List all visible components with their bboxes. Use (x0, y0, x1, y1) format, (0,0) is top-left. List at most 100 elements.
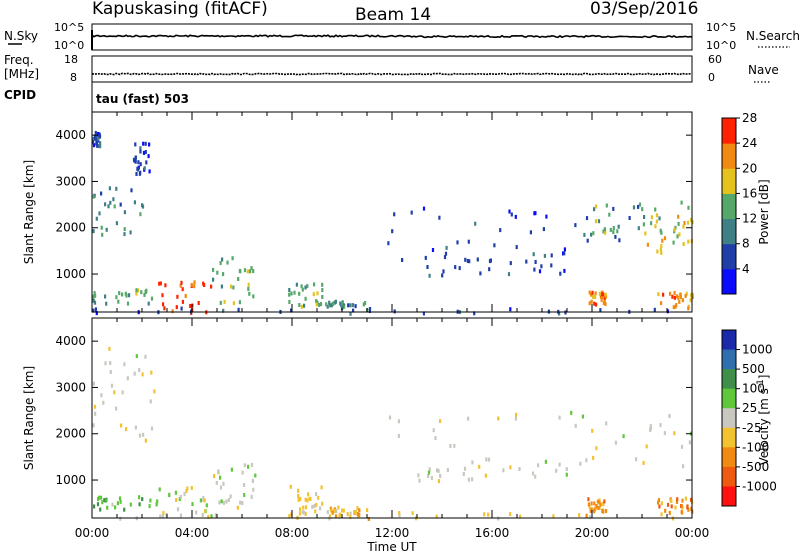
scatter-cell (515, 412, 518, 417)
scatter-cell (140, 290, 143, 295)
scatter-cell (222, 308, 225, 313)
scatter-cell (493, 243, 496, 248)
beam-title: Beam 14 (355, 5, 431, 25)
scatter-band (93, 495, 159, 512)
x-tick-label: 08:00 (275, 526, 310, 540)
scatter-cell (123, 362, 126, 367)
scatter-cell (531, 471, 535, 476)
scatter-cell (439, 473, 442, 478)
scatter-cell (657, 500, 660, 505)
scatter-cell (499, 228, 502, 233)
scatter-band (132, 141, 151, 176)
scatter-cell (533, 267, 536, 272)
scatter-cell (422, 206, 426, 211)
scatter-cell (599, 295, 603, 300)
scatter-cell (337, 505, 340, 510)
scatter-cell (195, 510, 198, 515)
scatter-cell (249, 269, 252, 274)
scatter-cell (129, 502, 132, 507)
scatter-cell (600, 297, 603, 302)
scatter-cell (114, 505, 117, 510)
scatter-cell (304, 511, 307, 516)
scatter-cell (203, 509, 207, 514)
scatter-cell (534, 474, 537, 479)
time-axis-label: Time UT (366, 540, 417, 554)
scatter-cell (93, 404, 97, 409)
y-tick-label: 1000 (55, 267, 86, 281)
scatter-band (388, 410, 693, 469)
scatter-cell (590, 292, 593, 297)
freq-tick-bottom: 8 (70, 71, 77, 84)
scatter-cell (226, 260, 229, 265)
scatter-cell (254, 473, 257, 478)
scatter-band (92, 186, 145, 237)
scatter-cell (565, 472, 568, 477)
velocity-y-ticks: 1000 2000 3000 4000 (55, 334, 692, 487)
scatter-cell (92, 143, 96, 148)
scatter-band (642, 214, 694, 255)
velocity-y-label: Slant Range [km] (22, 366, 36, 470)
scatter-cell (248, 291, 251, 296)
scatter-cell (686, 505, 689, 510)
scatter-cell (221, 257, 224, 262)
scatter-cell (672, 305, 675, 310)
scatter-cell (328, 514, 332, 519)
scatter-cell (366, 508, 369, 513)
scatter-cell (356, 512, 359, 516)
nsearch-tick-top: 10^5 (706, 21, 736, 34)
scatter-cell (95, 216, 98, 221)
colorbar-tick-label: 500 (742, 362, 765, 376)
colorbar-swatch (722, 168, 736, 194)
scatter-cell (664, 508, 667, 513)
scatter-cell (479, 271, 482, 276)
scatter-cell (176, 294, 179, 299)
scatter-cell (96, 132, 100, 136)
nsearch-tick-bottom: 10^0 (706, 39, 736, 52)
scatter-cell (185, 489, 188, 493)
power-colorbar-label: Power [dB] (757, 179, 771, 244)
scatter-cell (594, 295, 597, 299)
scatter-cell (563, 247, 566, 252)
scatter-cell (689, 298, 692, 303)
scatter-cell (109, 370, 112, 374)
scatter-cell (638, 202, 642, 207)
scatter-cell (180, 306, 183, 311)
scatter-cell (682, 224, 685, 229)
scatter-cell (94, 293, 97, 298)
scatter-cell (418, 478, 421, 483)
scatter-cell (453, 443, 456, 448)
scatter-band (588, 290, 608, 307)
scatter-cell (150, 296, 154, 301)
scatter-cell (215, 480, 218, 485)
scatter-cell (438, 215, 441, 220)
scatter-cell (466, 259, 469, 263)
colorbar-swatch (722, 486, 736, 507)
scatter-cell (601, 292, 604, 297)
power-y-ticks: 1000 2000 3000 4000 (55, 128, 692, 281)
scatter-cell (605, 203, 608, 208)
scatter-cell (597, 219, 601, 224)
scatter-cell (676, 234, 679, 239)
scatter-band (417, 457, 568, 484)
scatter-cell (149, 399, 152, 404)
scatter-cell (333, 509, 337, 513)
scatter-cell (435, 514, 438, 519)
scatter-cell (519, 514, 522, 519)
scatter-cell (293, 290, 296, 295)
scatter-cell (306, 498, 309, 503)
scatter-cell (592, 455, 595, 460)
scatter-cell (436, 468, 439, 473)
scatter-cell (98, 134, 102, 139)
scatter-cell (654, 224, 657, 229)
scatter-cell (603, 227, 606, 232)
scatter-cell (593, 501, 596, 506)
scatter-cell (288, 300, 291, 304)
scatter-cell (463, 466, 467, 471)
scatter-cell (250, 462, 254, 467)
scatter-cell (346, 512, 349, 517)
scatter-cell (252, 294, 255, 299)
nave-tick-top: 60 (708, 53, 722, 66)
scatter-cell (687, 306, 690, 311)
colorbar-tick-label: -1000 (742, 479, 777, 493)
scatter-cell (97, 497, 100, 502)
